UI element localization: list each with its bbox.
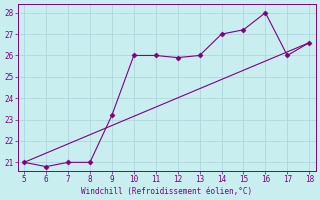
X-axis label: Windchill (Refroidissement éolien,°C): Windchill (Refroidissement éolien,°C) [81,187,252,196]
